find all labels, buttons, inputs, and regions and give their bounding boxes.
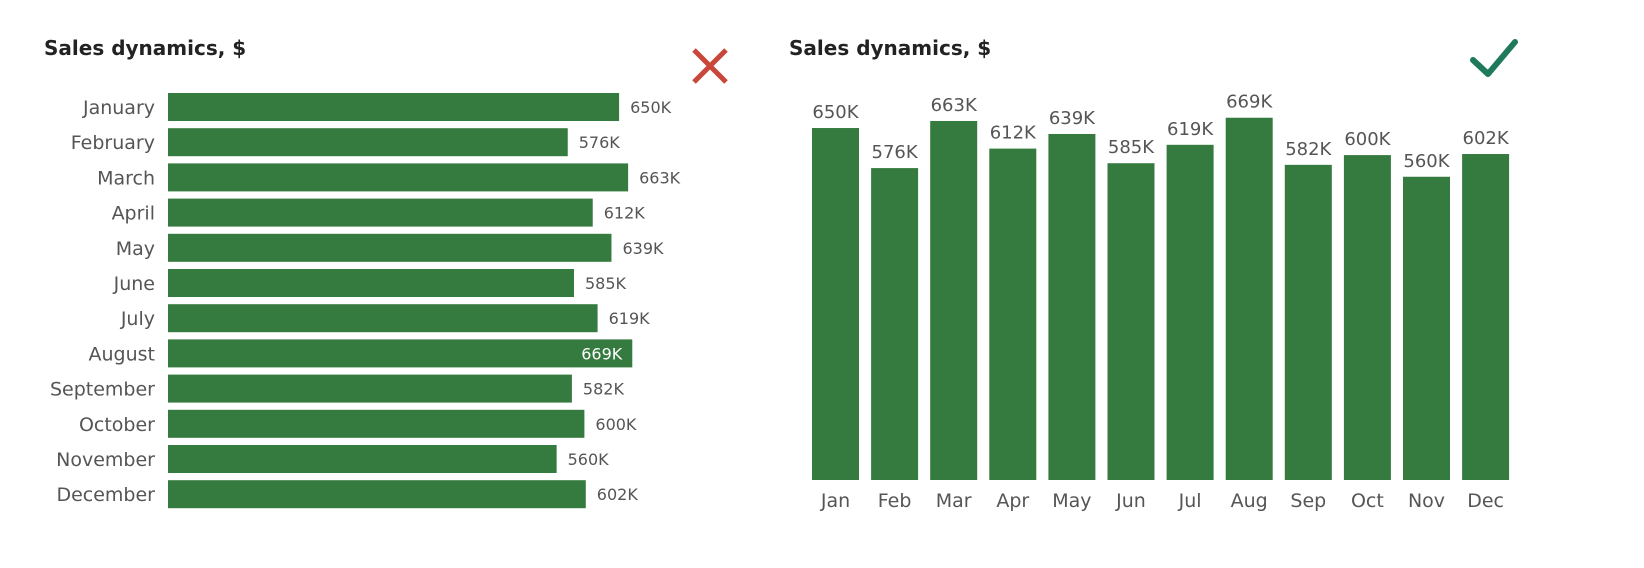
category-label: Apr (996, 490, 1029, 512)
category-label: Aug (1231, 490, 1268, 512)
bar (168, 445, 557, 473)
data-label: 576K (579, 133, 621, 152)
bar (989, 148, 1037, 481)
category-label: Sep (1290, 490, 1326, 512)
category-label: Nov (1408, 490, 1445, 512)
category-label: Feb (878, 490, 912, 512)
data-label: 600K (1344, 129, 1391, 150)
category-label: November (56, 449, 155, 471)
bar (930, 120, 978, 480)
bar (1284, 164, 1332, 481)
data-label: 669K (1226, 92, 1273, 113)
category-label: August (89, 343, 156, 365)
data-label: 600K (595, 415, 637, 434)
bar (168, 374, 572, 403)
data-label: 582K (1285, 139, 1332, 160)
data-label: 560K (568, 450, 610, 469)
category-label: July (120, 308, 155, 330)
category-label: Dec (1467, 490, 1504, 512)
bar (1462, 154, 1510, 480)
data-label: 650K (630, 98, 672, 117)
bar (168, 198, 593, 227)
bar (1048, 133, 1096, 480)
data-label: 612K (604, 204, 646, 223)
cross-icon (692, 48, 728, 84)
chart-title: Sales dynamics, $ (789, 36, 991, 60)
category-label: March (97, 167, 155, 189)
category-label: May (116, 238, 155, 260)
bar (168, 339, 633, 368)
chart-title: Sales dynamics, $ (44, 36, 246, 60)
data-label: 663K (639, 168, 681, 187)
bar (168, 93, 620, 121)
bar (1107, 163, 1155, 480)
bar (1225, 117, 1273, 480)
data-label: 602K (1463, 128, 1510, 149)
data-label: 619K (609, 309, 651, 328)
horizontal-bar-chart: Sales dynamics, $ January 650K February 576… (44, 36, 728, 509)
bar (168, 233, 612, 262)
data-label: 639K (622, 239, 664, 258)
category-label: January (82, 97, 155, 119)
category-label: May (1052, 490, 1091, 512)
data-label: 560K (1403, 151, 1450, 172)
category-label: February (71, 132, 155, 154)
bar (168, 409, 585, 438)
bar (168, 480, 586, 509)
category-label: April (112, 203, 155, 225)
category-label: Jun (1115, 490, 1146, 512)
data-label: 602K (597, 485, 639, 504)
data-label: 619K (1167, 119, 1214, 140)
data-label: 639K (1049, 108, 1096, 129)
data-label: 612K (990, 123, 1037, 144)
data-label: 585K (1108, 137, 1155, 158)
category-label: October (79, 414, 155, 436)
data-label: 663K (931, 95, 978, 116)
category-label: June (113, 273, 155, 295)
category-label: Oct (1351, 490, 1384, 512)
category-label: December (56, 484, 155, 506)
data-label: 582K (583, 380, 625, 399)
bar (1343, 155, 1391, 480)
bar (1166, 144, 1214, 480)
category-label: Jan (820, 490, 850, 512)
data-label: 650K (812, 102, 859, 123)
bar (168, 304, 598, 333)
vertical-bar-chart: Sales dynamics, $ 650K Jan 576K Feb 663K Mar 6… (789, 36, 1518, 512)
data-label: 669K (581, 344, 623, 363)
data-label: 585K (585, 274, 627, 293)
bar (1403, 176, 1450, 480)
check-icon (1470, 39, 1518, 77)
category-label: September (50, 379, 155, 401)
data-label: 576K (872, 142, 919, 163)
bar (168, 128, 568, 157)
category-label: Mar (936, 490, 972, 512)
bar (168, 269, 574, 297)
bar (812, 128, 859, 480)
bar (168, 163, 629, 192)
category-label: Jul (1178, 490, 1202, 512)
bar (871, 168, 919, 480)
